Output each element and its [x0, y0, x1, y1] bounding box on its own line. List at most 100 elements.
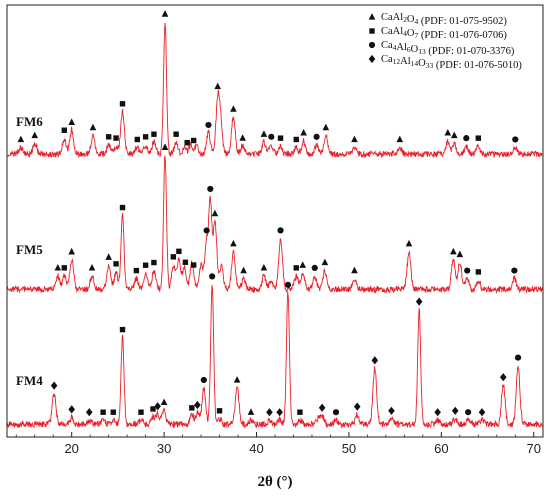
phase-marker-circle-fm5-32 [511, 267, 518, 274]
phase-marker-circle-fm4-19 [284, 281, 292, 288]
phase-marker-diamond-fm4-27 [434, 408, 441, 417]
phase-marker-triangle-fm5-29 [456, 250, 464, 258]
phase-markers-group [17, 10, 522, 417]
phase-marker-square-fm4-6 [138, 409, 144, 415]
series-group [6, 22, 544, 429]
phase-marker-triangle-fm6-1 [31, 131, 39, 139]
phase-marker-square-fm4-20 [297, 409, 303, 415]
legend-symbol-diamond [368, 54, 376, 64]
phase-marker-square-fm5-12 [176, 248, 182, 255]
x-axis: 20 30 40 50 60 70 [15, 432, 541, 456]
phase-marker-square-fm6-22 [293, 136, 299, 143]
phase-marker-square-fm6-10 [151, 131, 157, 137]
phase-marker-triangle-fm5-25 [321, 258, 329, 266]
phase-marker-diamond-fm4-18 [276, 408, 283, 417]
phase-marker-circle-fm6-15 [205, 121, 212, 129]
phase-marker-square-fm6-8 [134, 136, 141, 143]
phase-marker-diamond-fm4-30 [478, 408, 486, 417]
phase-marker-square-fm5-8 [142, 262, 149, 268]
phase-marker-square-fm6-14 [190, 137, 197, 144]
phase-marker-triangle-fm6-0 [17, 135, 25, 143]
phase-marker-square-fm5-7 [133, 267, 140, 274]
phase-marker-circle-fm6-20 [268, 133, 275, 140]
phase-marker-circle-fm6-24 [313, 133, 320, 140]
phase-marker-square-fm5-9 [151, 259, 157, 266]
phase-marker-square-fm6-7 [119, 101, 126, 107]
xrd-trace-fm4 [6, 285, 543, 429]
phase-marker-triangle-fm5-19 [240, 266, 247, 274]
xrd-trace-fm6 [6, 22, 543, 159]
phase-marker-square-fm5-5 [113, 261, 119, 267]
phase-marker-square-fm6-13 [184, 139, 190, 146]
phase-marker-square-fm5-13 [182, 259, 189, 265]
phase-marker-triangle-fm6-26 [351, 135, 358, 143]
phase-marker-diamond-fm4-8 [154, 402, 161, 411]
phase-marker-triangle-fm5-28 [450, 247, 457, 255]
phase-marker-triangle-fm4-16 [247, 408, 255, 415]
legend-symbol-circle [368, 41, 376, 49]
phase-marker-square-fm4-4 [110, 409, 116, 415]
phase-marker-square-fm5-31 [475, 269, 482, 275]
phase-marker-circle-fm5-30 [464, 267, 471, 274]
phase-marker-circle-fm4-29 [465, 409, 472, 416]
phase-marker-square-fm6-6 [113, 135, 119, 141]
phase-marker-triangle-fm5-17 [211, 209, 219, 217]
phase-marker-triangle-fm5-3 [88, 264, 96, 271]
phase-marker-diamond-fm4-25 [388, 406, 395, 415]
legend-entry-diamond: Ca12Al14O33 (PDF: 01-076-5010) [381, 54, 522, 71]
phase-marker-triangle-fm4-15 [233, 376, 241, 383]
xrd-trace-fm5 [6, 155, 544, 295]
phase-marker-triangle-fm5-27 [405, 239, 413, 247]
x-axis-title: 2θ (°) [257, 474, 292, 490]
phase-marker-triangle-fm5-2 [68, 247, 75, 255]
phase-marker-triangle-fm5-10 [161, 143, 169, 150]
phase-marker-circle-fm5-24 [311, 264, 318, 271]
x-tick-label-50: 50 [342, 441, 356, 456]
sample-label-fm6: FM6 [16, 114, 43, 129]
phase-marker-triangle-fm6-25 [322, 123, 330, 131]
phase-marker-square-fm6-2 [61, 127, 67, 133]
phase-marker-triangle-fm6-19 [260, 130, 268, 137]
x-tick-label-60: 60 [434, 441, 448, 456]
phase-marker-triangle-fm6-18 [239, 134, 246, 141]
sample-label-fm5: FM5 [16, 242, 43, 257]
phase-marker-circle-fm6-30 [463, 135, 470, 142]
phase-marker-diamond-fm4-24 [371, 356, 379, 365]
phase-marker-diamond-fm4-11 [194, 400, 201, 410]
phase-marker-square-fm6-31 [475, 135, 482, 141]
legend-symbol-square [369, 28, 375, 34]
x-tick-label-40: 40 [249, 441, 263, 456]
phase-marker-diamond-fm4-2 [85, 408, 93, 417]
phase-marker-diamond-fm4-21 [318, 403, 326, 412]
phase-marker-diamond-fm4-1 [68, 405, 75, 414]
phase-marker-square-fm4-10 [189, 405, 195, 411]
legend-entry-triangle: CaAl2O4 (PDF: 01-075-9502) [381, 12, 507, 27]
phase-marker-diamond-fm4-23 [353, 402, 361, 411]
phase-marker-triangle-fm6-17 [230, 105, 237, 112]
phase-marker-square-fm6-9 [142, 134, 149, 140]
phase-marker-square-fm4-3 [100, 409, 106, 415]
phase-marker-circle-fm5-16 [207, 185, 214, 193]
phase-marker-diamond-fm4-28 [451, 406, 459, 415]
x-tick-label-70: 70 [527, 441, 541, 456]
legend-entry-square: CaAl4O7 (PDF: 01-076-0706) [381, 26, 507, 41]
phase-marker-diamond-fm4-26 [415, 297, 423, 306]
legend: CaAl2O4 (PDF: 01-075-9502)CaAl4O7 (PDF: … [368, 12, 522, 71]
phase-marker-triangle-fm6-11 [161, 10, 169, 17]
phase-marker-triangle-fm5-0 [54, 263, 62, 271]
x-tick-label-20: 20 [64, 441, 78, 456]
sample-label-fm4: FM4 [16, 373, 43, 388]
phase-marker-square-fm6-5 [105, 134, 112, 140]
phase-marker-square-fm5-14 [190, 262, 197, 268]
phase-marker-triangle-fm6-4 [89, 123, 97, 131]
phase-marker-circle-fm5-15 [203, 227, 210, 234]
phase-marker-square-fm4-5 [119, 326, 126, 333]
phase-marker-circle-fm4-13 [209, 273, 216, 280]
phase-marker-circle-fm4-12 [200, 376, 207, 384]
phase-marker-triangle-fm5-26 [351, 266, 358, 274]
phase-marker-triangle-fm5-18 [230, 239, 237, 247]
phase-marker-circle-fm4-32 [514, 354, 522, 361]
phase-marker-triangle-fm6-3 [68, 118, 75, 125]
phase-marker-triangle-fm6-28 [444, 128, 452, 136]
